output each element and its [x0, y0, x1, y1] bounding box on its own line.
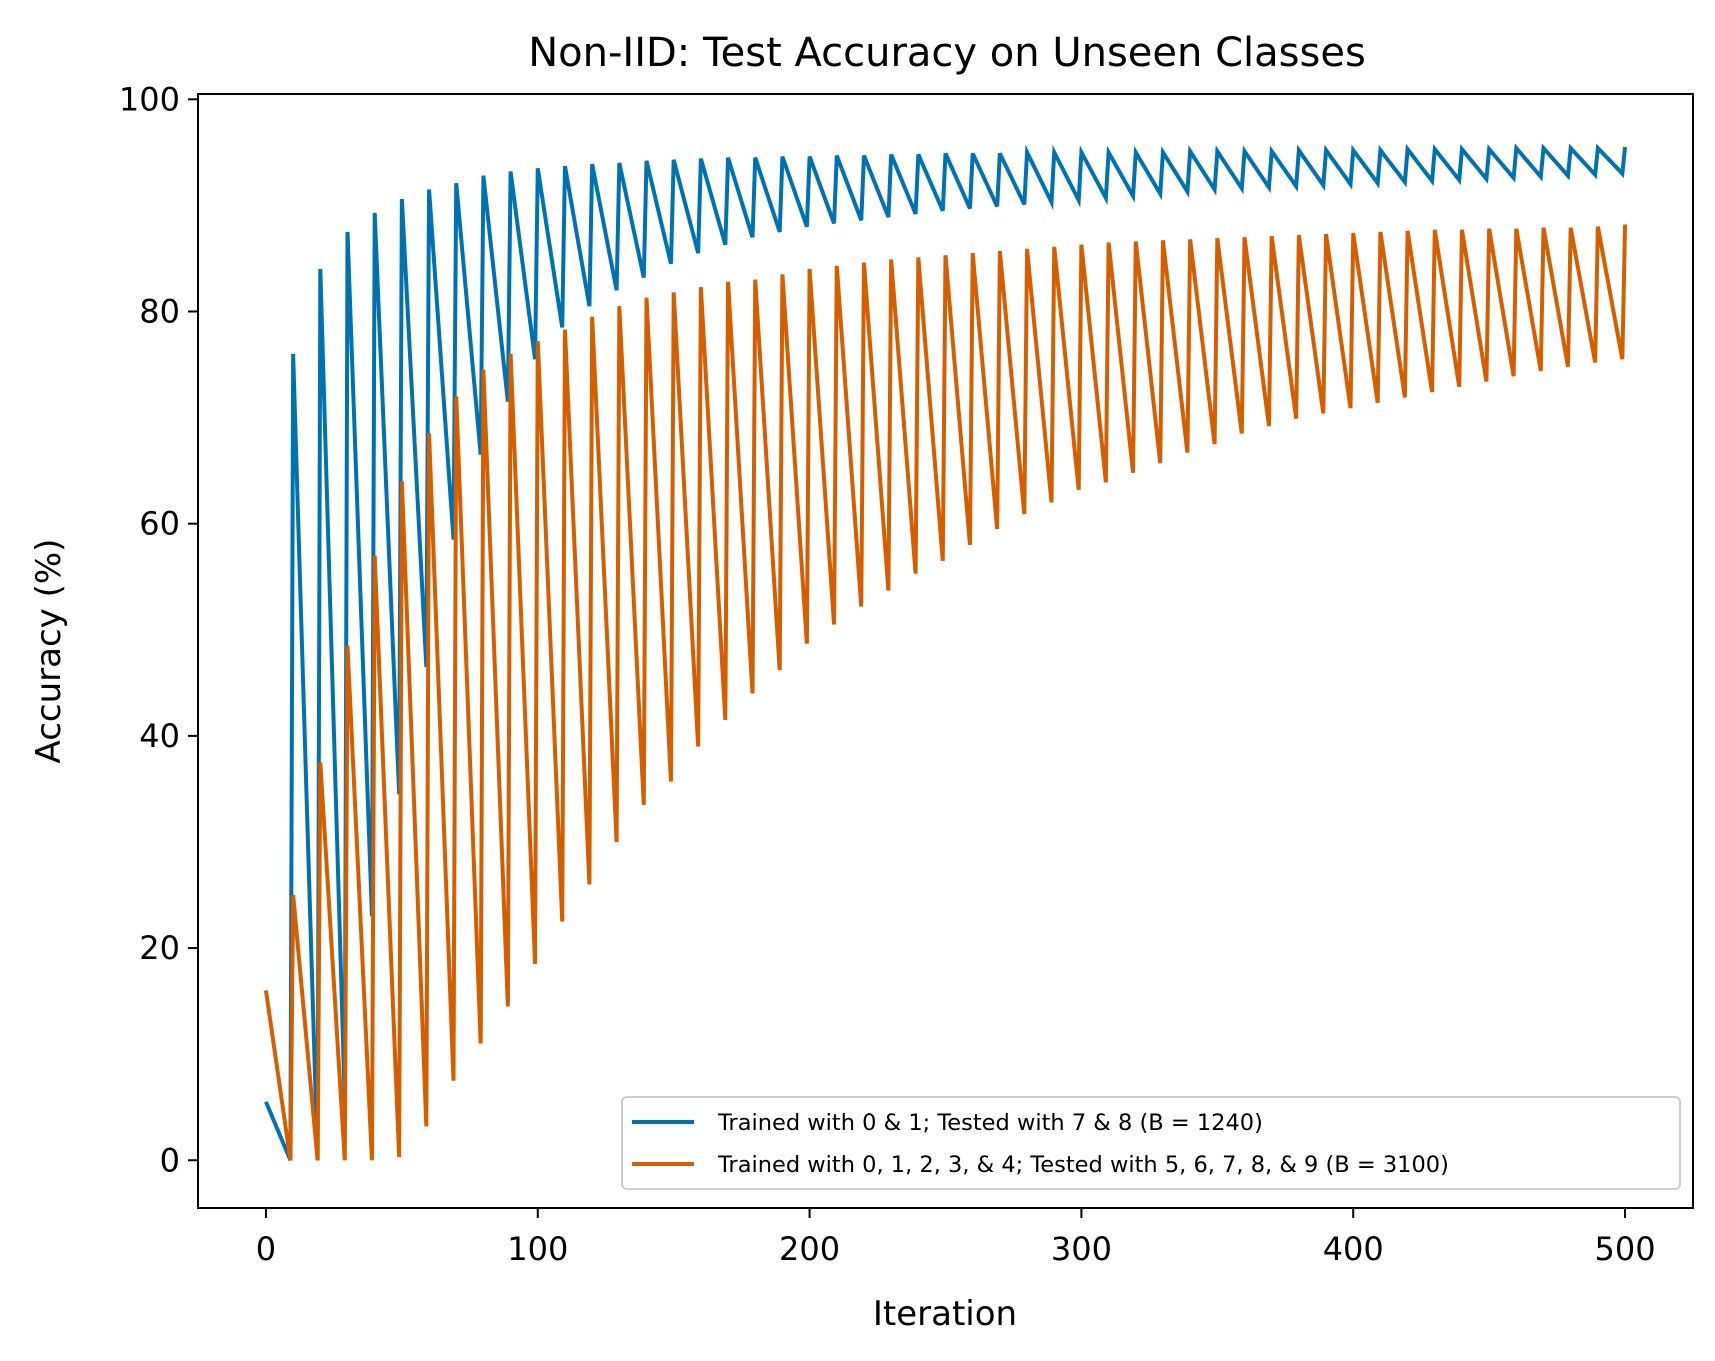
y-tick-label: 80 [139, 292, 180, 330]
x-tick-label: 100 [507, 1230, 568, 1268]
y-axis-ticks: 0 20 40 60 80 100 [119, 80, 198, 1179]
plot-series [263, 143, 1628, 1162]
series-line-orange [263, 224, 1628, 1161]
plot-frame [197, 93, 1694, 1209]
x-axis-label: Iteration [873, 1294, 1017, 1334]
y-tick-label: 20 [139, 929, 180, 967]
x-tick-label: 0 [256, 1230, 276, 1268]
x-tick-label: 300 [1051, 1230, 1112, 1268]
legend: Trained with 0 & 1; Tested with 7 & 8 (B… [621, 1096, 1681, 1190]
legend-label-blue: Trained with 0 & 1; Tested with 7 & 8 (B… [717, 1110, 1263, 1136]
legend-label-orange: Trained with 0, 1, 2, 3, & 4; Tested wit… [717, 1152, 1449, 1178]
y-tick-label: 40 [139, 717, 180, 755]
y-axis-label: Accuracy (%) [29, 539, 69, 764]
x-tick-label: 400 [1323, 1230, 1384, 1268]
chart-title: Non-IID: Test Accuracy on Unseen Classes [528, 30, 1366, 76]
x-tick-label: 200 [779, 1230, 840, 1268]
series-line-blue [264, 143, 1628, 1162]
y-tick-label: 100 [119, 80, 180, 118]
legend-box [621, 1096, 1681, 1190]
y-tick-label: 60 [139, 505, 180, 543]
y-tick-label: 0 [160, 1141, 180, 1179]
x-tick-label: 500 [1595, 1230, 1656, 1268]
x-axis-ticks: 0 100 200 300 400 500 [256, 1208, 1656, 1268]
